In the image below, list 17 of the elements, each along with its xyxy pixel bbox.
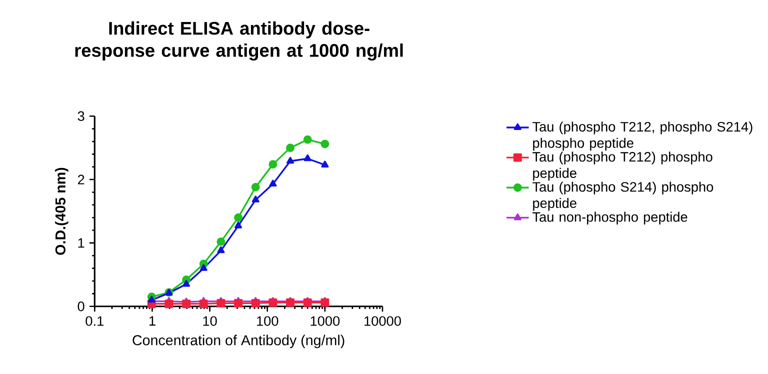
y-tick-label: 2 — [78, 174, 84, 184]
x-axis-title: Concentration of Antibody (ng/ml) — [132, 334, 344, 348]
x-tick-label: 1 — [149, 316, 156, 326]
legend-label: Tau (phospho T212, phospho S214) phospho peptide — [532, 122, 752, 151]
x-tick-label: 1000 — [310, 316, 340, 326]
y-tick-label: 0 — [78, 302, 84, 312]
y-tick-label: 3 — [78, 111, 84, 122]
x-tick-label: 10000 — [364, 316, 401, 326]
legend-label: Tau non-phospho peptide — [532, 212, 688, 225]
legend-label: Tau (phospho S214) phospho peptide — [532, 182, 714, 211]
y-tick-label: 1 — [78, 238, 84, 248]
legend-label: Tau (phospho T212) phospho peptide — [532, 152, 712, 181]
chart-title: Indirect ELISA antibody dose-response curve antigen at 1000 ng/ml — [75, 22, 403, 61]
x-tick-label: 10 — [203, 316, 217, 326]
y-axis-title: O.D.(405 nm) — [54, 168, 68, 255]
x-tick-label: 0.1 — [86, 316, 104, 326]
x-tick-label: 100 — [257, 316, 278, 326]
